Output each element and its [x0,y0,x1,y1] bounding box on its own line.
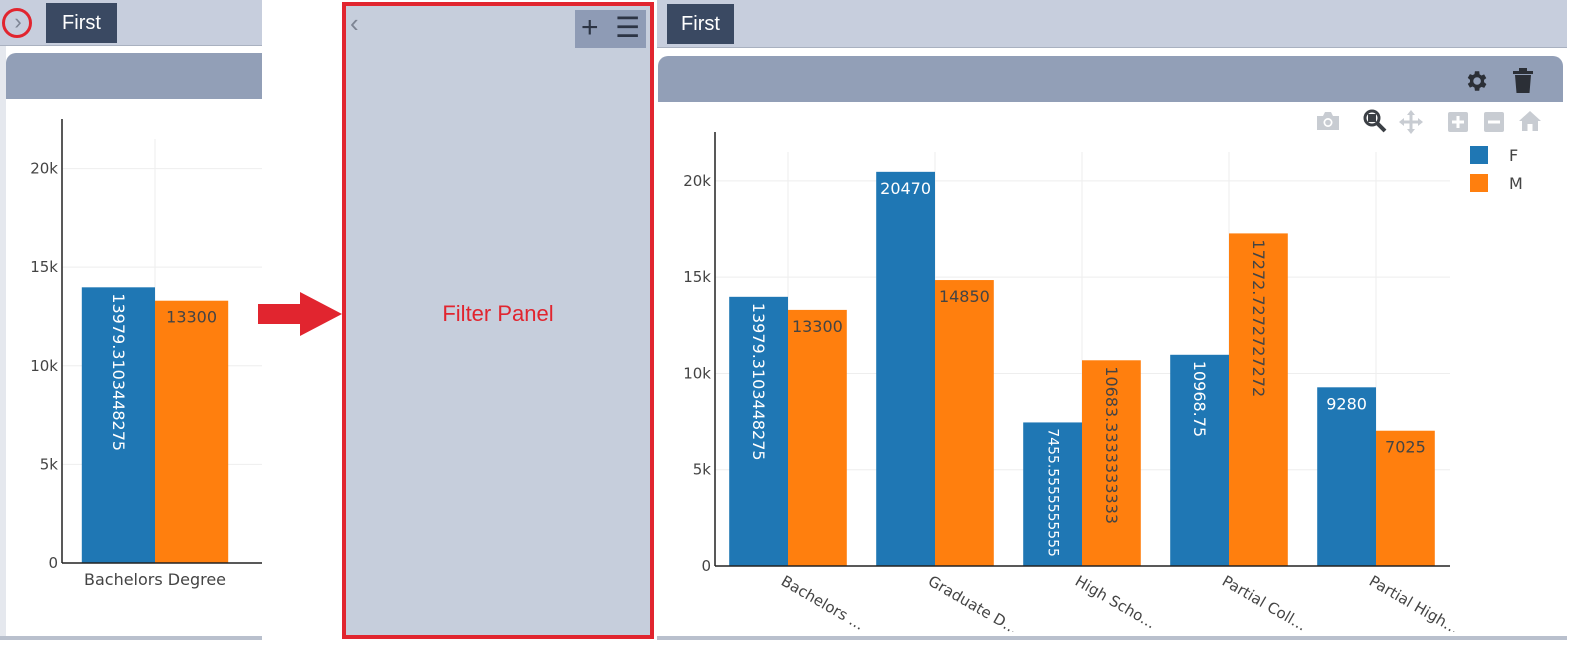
bar-m[interactable] [1229,233,1288,566]
chevron-left-icon[interactable]: ‹ [350,8,359,38]
gear-icon[interactable] [1463,68,1489,94]
right-card-header [658,56,1563,102]
right-tab-bar [657,0,1567,48]
x-tick-label: High Scho... [1072,572,1159,632]
bar-f[interactable] [1170,354,1229,566]
bar-value-label: 13979.3103448275 [109,293,128,451]
legend-swatch-m[interactable] [1470,174,1488,192]
chevron-right-icon[interactable]: › [2,8,32,38]
bar-value-label: 13300 [792,317,843,336]
bar-value-label: 14850 [939,287,990,306]
bar-value-label: 10968.75 [1190,361,1209,437]
bar-f[interactable] [81,287,155,563]
menu-icon[interactable]: ☰ [615,12,641,43]
bar-m[interactable] [155,300,229,563]
y-tick-label: 10k [683,364,711,382]
x-tick-label: Partial Coll... [1219,572,1310,632]
zoom-in-icon[interactable] [1447,111,1469,133]
tab-first[interactable]: First [46,3,117,43]
tab-first[interactable]: First [667,4,734,44]
y-tick-label: 0 [48,554,58,572]
bar-value-label: 7025 [1385,438,1426,457]
legend-label[interactable]: F [1509,146,1518,165]
zoom-icon[interactable] [1362,108,1388,134]
y-tick-label: 10k [30,357,58,375]
pan-icon[interactable] [1398,109,1424,135]
legend-label[interactable]: M [1509,174,1523,193]
y-tick-label: 5k [693,461,712,479]
bar-value-label: 10683.3333333333 [1102,366,1121,524]
y-tick-label: 0 [701,557,711,575]
filter-toolbar: + ☰ [575,10,646,48]
camera-icon[interactable] [1315,110,1341,132]
left-bottom-border [0,636,262,640]
y-tick-label: 5k [40,455,59,473]
bar-value-label: 17272.7272727272 [1249,239,1268,397]
right-panel: First 13979.3103448275 13300 20470 14850 745… [657,0,1567,640]
bar-value-label: 13979.3103448275 [749,303,768,461]
left-card-header [6,53,262,99]
bar-f[interactable] [1023,422,1082,566]
bar-value-label: 7455.5555555555 [1045,428,1061,556]
right-chart: 13979.3103448275 13300 20470 14850 7455.5555… [683,132,1523,632]
right-bottom-border [657,636,1567,640]
bar-f[interactable] [1317,387,1376,566]
arrow-right-icon [258,292,342,336]
bar-value-label: 20470 [880,179,931,198]
x-tick-label: Bachelors Degree [84,570,226,589]
trash-icon[interactable] [1511,67,1535,95]
x-tick-label: Partial High... [1366,572,1462,632]
bar-m[interactable] [935,280,994,566]
bar-f[interactable] [729,296,788,566]
plus-icon[interactable]: + [581,11,599,44]
y-tick-label: 15k [30,258,58,276]
home-icon[interactable] [1518,110,1542,132]
y-tick-label: 20k [683,172,711,190]
bar-value-label: 9280 [1326,394,1367,413]
y-tick-label: 15k [683,268,711,286]
y-tick-label: 20k [30,160,58,178]
zoom-out-icon[interactable] [1483,111,1505,133]
left-chart: 13979.3103448275 13300 0 5k 10k 15k 20k Bachel… [30,119,262,589]
bar-m[interactable] [1082,360,1141,566]
card-border [0,46,6,636]
x-tick-label: Graduate D... [925,572,1021,632]
x-tick-label: Bachelors ... [778,572,867,632]
left-panel: › First 13979.3103448275 13300 0 5k 10k 15k 2… [0,0,262,640]
left-tab-bar [0,0,262,46]
filter-panel[interactable]: ‹ + ☰ Filter Panel [342,2,654,639]
bar-value-label: 13300 [166,308,217,327]
chart-legend[interactable]: FM [1470,146,1523,193]
bar-m[interactable] [788,309,847,566]
bar-m[interactable] [1376,430,1435,566]
bar-f[interactable] [876,171,935,566]
legend-swatch-f[interactable] [1470,146,1488,164]
filter-panel-label: Filter Panel [442,301,554,326]
